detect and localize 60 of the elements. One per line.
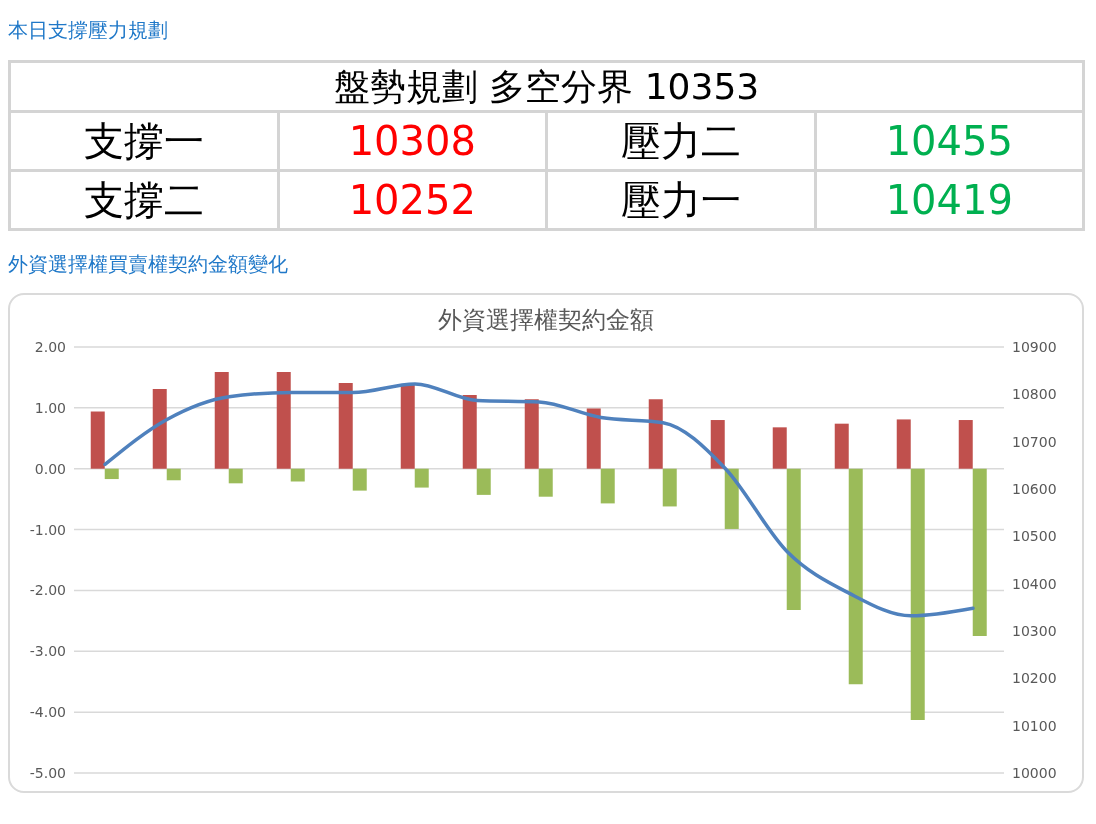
bar xyxy=(352,468,367,491)
bar xyxy=(214,371,229,469)
bar xyxy=(152,388,167,469)
bar xyxy=(586,408,601,469)
bar xyxy=(600,468,615,504)
bar xyxy=(958,420,973,469)
bar xyxy=(104,468,119,480)
y2-tick-label: 10500 xyxy=(1012,528,1057,545)
y2-tick-label: 10600 xyxy=(1012,480,1057,497)
y2-tick-label: 10400 xyxy=(1012,575,1057,592)
y2-tick-label: 10000 xyxy=(1012,764,1057,781)
text: 10252 xyxy=(348,177,476,223)
bar xyxy=(896,419,911,469)
bar xyxy=(648,399,663,469)
bar xyxy=(228,468,243,484)
y-tick-label: -3.00 xyxy=(29,643,66,660)
chart-title: 外資選擇權買賣權契約金額變化 xyxy=(8,252,288,276)
bar xyxy=(538,468,553,497)
text: 壓力一 xyxy=(620,177,741,223)
bar xyxy=(338,382,353,469)
text: 支撐一 xyxy=(83,118,204,164)
bar xyxy=(524,399,539,469)
y-tick-label: 2.00 xyxy=(34,338,66,355)
chart-subtitle: 外資選擇權契約金額 xyxy=(438,306,654,334)
y2-tick-label: 10300 xyxy=(1012,622,1057,639)
y-tick-label: 0.00 xyxy=(34,460,66,477)
text: 10419 xyxy=(885,177,1013,223)
bar xyxy=(786,468,801,610)
bar xyxy=(972,468,987,637)
text: 支撐二 xyxy=(83,177,204,223)
bar xyxy=(772,427,787,469)
y-tick-label: -1.00 xyxy=(29,521,66,538)
y2-tick-label: 10100 xyxy=(1012,717,1057,734)
bar xyxy=(662,468,677,507)
y2-tick-label: 10900 xyxy=(1012,338,1057,355)
bar xyxy=(848,468,863,685)
y-tick-label: -4.00 xyxy=(29,704,66,721)
bar xyxy=(724,468,739,529)
bar xyxy=(166,468,181,481)
bar xyxy=(400,384,415,469)
bar xyxy=(276,371,291,469)
y-tick-label: -2.00 xyxy=(29,582,66,599)
text: 盤勢規劃 多空分界 10353 xyxy=(333,65,760,107)
bar xyxy=(90,411,105,469)
text: 壓力二 xyxy=(620,118,741,164)
bar xyxy=(834,423,849,469)
y2-tick-label: 10800 xyxy=(1012,386,1057,403)
bar xyxy=(476,468,491,495)
y2-tick-label: 10700 xyxy=(1012,433,1057,450)
y-tick-label: 1.00 xyxy=(34,399,66,416)
text: 本日支撐壓力規劃 xyxy=(8,18,168,42)
bar xyxy=(290,468,305,482)
bar xyxy=(910,468,925,721)
line-series xyxy=(103,382,975,618)
bar xyxy=(414,468,429,488)
y2-tick-label: 10200 xyxy=(1012,670,1057,687)
text: 10308 xyxy=(348,118,476,164)
y-tick-label: -5.00 xyxy=(29,764,66,781)
text: 10455 xyxy=(885,118,1013,164)
bar xyxy=(462,395,477,469)
